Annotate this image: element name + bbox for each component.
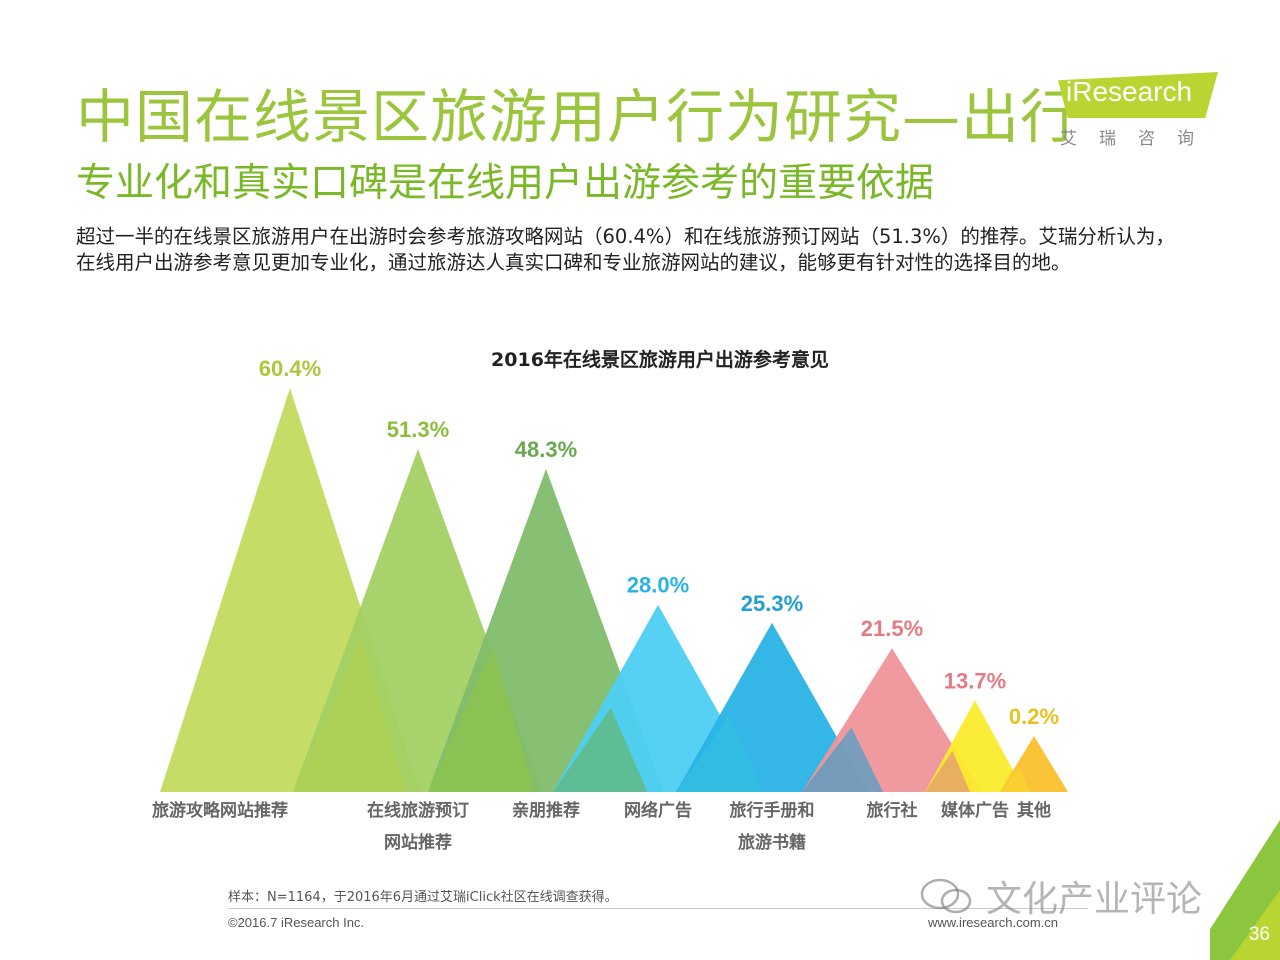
data-label: 25.3% [741,591,803,616]
bar-shade [1000,766,1031,792]
footer-divider [228,908,1088,909]
bar-shade [553,707,648,792]
category-label: 旅游攻略网站推荐 [152,800,288,821]
iresearch-logo: iResearch 艾瑞咨询 [1052,70,1222,150]
category-label: 媒体广告 [941,800,1009,821]
bar-shade [925,750,970,792]
category-label: 旅行手册和 [730,800,815,821]
data-label: 13.7% [944,668,1006,693]
description: 超过一半的在线景区旅游用户在出游时会参考旅游攻略网站（60.4%）和在线旅游预订… [76,225,1175,274]
category-label: 网络广告 [624,800,692,821]
category-label: 旅游书籍 [738,832,806,853]
category-label: 旅行社 [867,800,918,821]
data-label: 60.4% [259,356,321,381]
data-label: 48.3% [515,437,577,462]
website-link[interactable]: www.iresearch.com.cn [928,915,1059,930]
category-label: 网站推荐 [384,832,452,853]
bar-shade [428,646,535,792]
data-label: 51.3% [387,417,449,442]
category-label: 其他 [1017,800,1051,821]
category-label: 亲朋推荐 [512,800,580,821]
bar-shade [802,727,883,792]
sample-note: 样本：N=1164，于2016年6月通过艾瑞iClick社区在线调查获得。 [228,890,618,905]
page-title: 中国在线景区旅游用户行为研究—出行 [76,83,1080,151]
bar-shade [676,715,763,792]
page-subtitle: 专业化和真实口碑是在线用户出游参考的重要依据 [76,161,935,206]
logo-subtext: 艾瑞咨询 [1060,129,1216,149]
category-label: 在线旅游预订 [367,800,469,821]
watermark-text: 文化产业评论 [986,879,1203,920]
chart-title: 2016年在线景区旅游用户出游参考意见 [491,349,829,371]
logo-name: iResearch [1066,76,1193,107]
wechat-icon [918,876,980,916]
bar-shade [293,637,406,792]
data-label: 0.2% [1009,704,1059,729]
copyright: ©2016.7 iResearch Inc. [228,915,365,930]
data-label: 21.5% [861,616,923,641]
logo-band [1058,72,1218,118]
page-number: 36 [1248,924,1270,945]
data-label: 28.0% [627,573,689,598]
